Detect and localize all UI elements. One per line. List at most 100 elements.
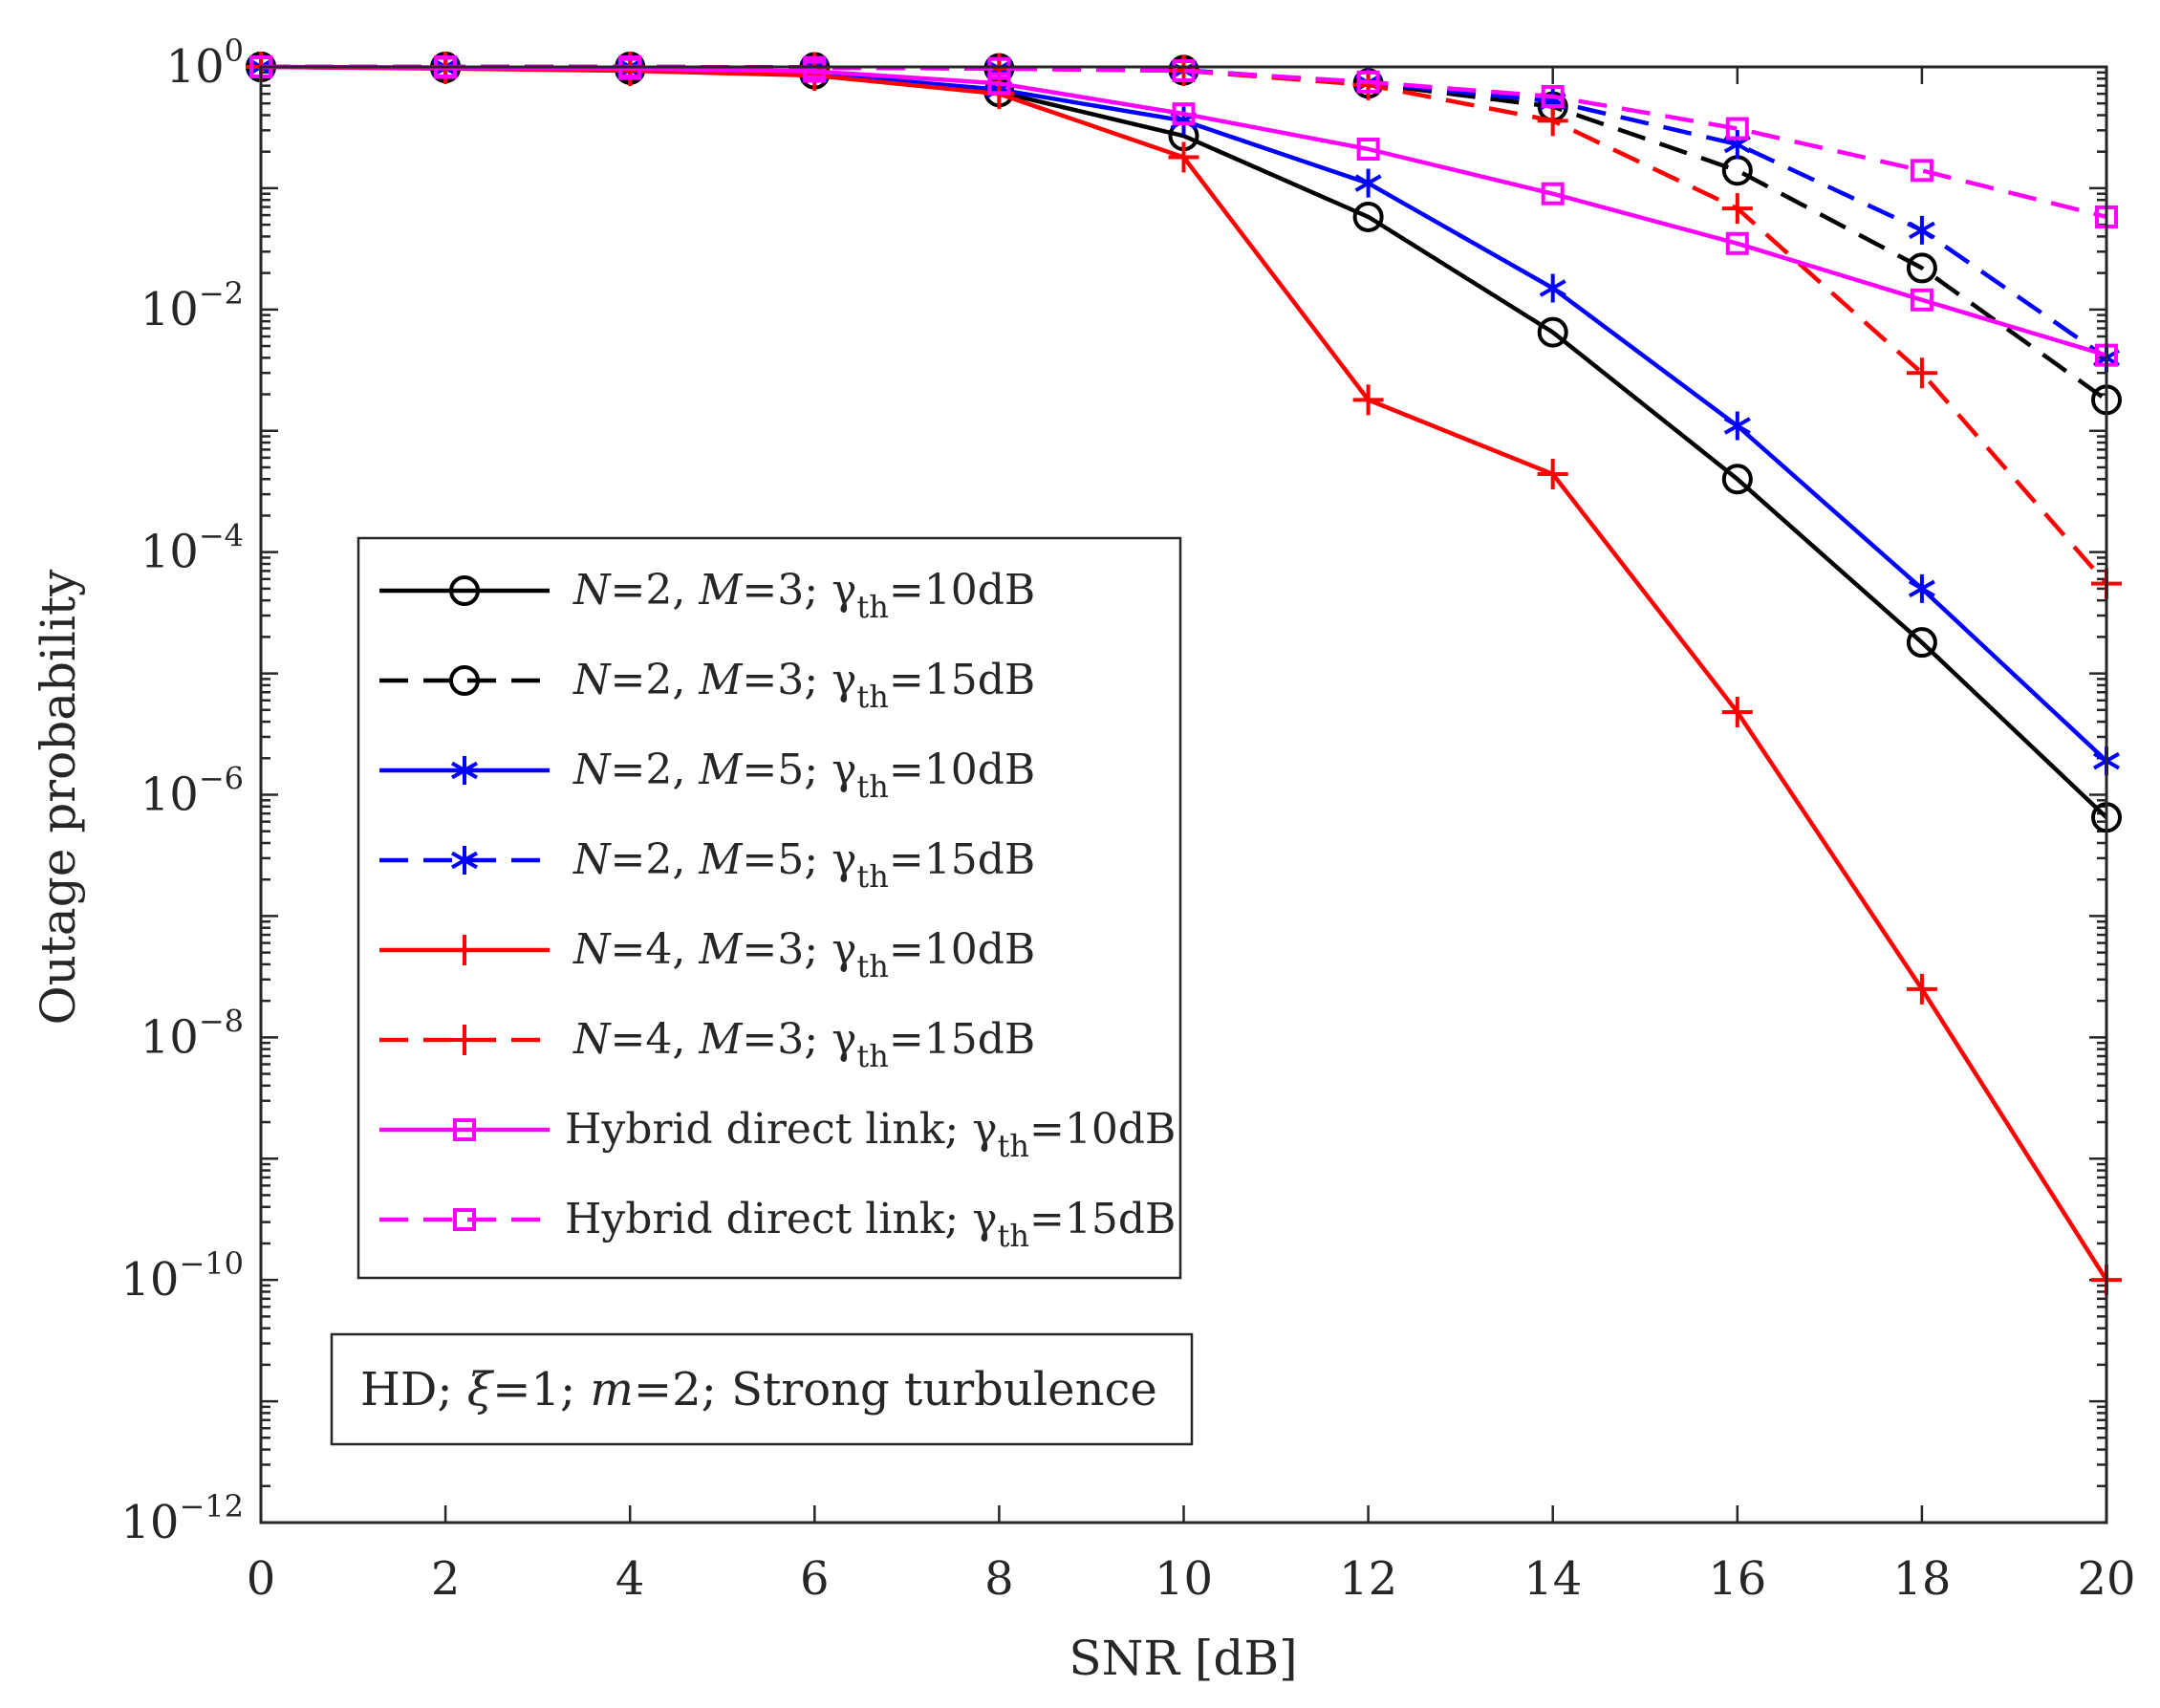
legend-label-gamma: γ [832,746,856,794]
data-point-n4m3-10 [1721,697,1753,728]
data-point-hyb-10 [1172,102,1196,126]
legend-label-eq1: =4, [611,925,700,974]
data-point-hyb-15 [1172,59,1196,83]
data-point-hyb-10 [1541,182,1565,205]
legend-label-M: M [698,746,743,794]
data-point-n2m3-10 [1537,316,1568,348]
legend-label-post: =10dB [1029,1105,1176,1154]
series-line-n2m5-15 [261,64,2108,360]
legend-label-eq1: =2, [611,746,700,794]
y-axis-title: Outage probability [31,569,86,1025]
y-tick-label: 10−12 [120,1488,244,1549]
legend-label-sub: th [856,768,888,805]
legend-label: Hybrid direct link; γth=15dB [565,1195,1176,1254]
data-point-n4m3-15 [1537,105,1568,137]
x-tick-label: 16 [1708,1552,1766,1606]
y-tick-base: 10 [120,1253,179,1307]
data-point-hyb-10 [1910,288,1933,312]
legend-label-sub: th [998,1128,1029,1164]
y-tick-exponent: −8 [199,1003,244,1039]
legend-label-eq1: =4, [611,1015,700,1064]
annotation-post: =2; Strong turbulence [634,1363,1157,1416]
y-tick-exponent: −4 [199,518,244,554]
data-point-hyb-15 [1725,117,1749,141]
legend-label-sub: th [856,948,888,984]
x-tick-labels: 0 2 4 6 8 10 12 14 16 18 20 [247,1552,2136,1606]
legend-label: N=2, M=3; γth=15dB [572,656,1035,715]
legend-label-sub: th [998,1218,1029,1254]
legend-label-post: =10dB [889,925,1035,974]
legend-label-eq2: =3; [742,656,832,704]
y-tick-label: 100 [166,32,244,94]
data-point-n2m5-10 [1723,411,1751,441]
y-tick-label: 10−2 [140,275,244,336]
legend-label-M: M [698,566,743,615]
x-tick-label: 20 [2077,1552,2135,1606]
y-tick-label: 10−8 [140,1003,244,1064]
legend-label-gamma: γ [832,656,856,704]
data-point-n2m5-15 [1908,215,1935,245]
legend-label-eq1: =2, [611,656,700,704]
legend-label-eq2: =3; [742,1015,832,1064]
legend-label: N=2, M=5; γth=15dB [572,835,1035,895]
x-tick-label: 18 [1892,1552,1951,1606]
annotation-mid: =1; [492,1363,590,1416]
legend-marker [449,575,480,606]
x-tick-label: 8 [984,1552,1014,1606]
legend-label-gamma: γ [832,1015,856,1064]
legend-entry-n2m5-10: N=2, M=5; γth=10dB [379,746,1035,805]
legend-label-pre: Hybrid direct link; [565,1105,972,1154]
series-line-hyb-15 [261,64,2107,220]
data-point-hyb-15 [987,56,1011,80]
legend-marker [451,846,478,875]
y-tick-exponent: −12 [179,1488,244,1524]
data-point-n2m3-10 [1721,464,1753,495]
legend-entry-hyb-15: Hybrid direct link; γth=15dB [379,1195,1176,1254]
legend-label-sub: th [856,1038,888,1074]
legend-entry-n4m3-10: N=4, M=3; γth=10dB [379,925,1035,984]
legend-label-gamma: γ [972,1105,997,1154]
legend-label-sub: th [856,858,888,895]
y-tick-exponent: −6 [199,761,244,797]
data-point-n2m5-10 [1908,573,1935,603]
legend-label-post: =15dB [889,1015,1035,1064]
legend-label-N: N [572,746,612,794]
legend-entry-n2m5-15: N=2, M=5; γth=15dB [379,835,1035,895]
x-tick-label: 6 [800,1552,830,1606]
y-tick-exponent: 0 [225,32,244,69]
data-point-hyb-15 [1541,84,1565,108]
legend-entry-n2m3-15: N=2, M=3; γth=15dB [379,656,1035,715]
legend-marker [451,756,478,785]
legend-label-N: N [572,656,612,704]
x-tick-label: 0 [247,1552,276,1606]
legend-label-M: M [698,925,743,974]
annotation-m: m [590,1363,634,1416]
legend-marker [449,935,480,965]
legend-label-eq2: =3; [742,566,832,615]
legend-label-M: M [698,1015,743,1064]
data-point-n4m3-10 [1168,141,1199,173]
y-tick-base: 10 [140,283,199,336]
legend-label-sub: th [856,589,888,625]
x-tick-label: 4 [616,1552,645,1606]
legend-label-post: =15dB [1029,1195,1176,1243]
annotation-frame [330,1332,1194,1446]
legend-box [356,536,1182,1280]
legend-label-N: N [572,835,612,884]
x-tick-label: 12 [1339,1552,1397,1606]
legend-label: N=4, M=3; γth=15dB [572,1015,1035,1074]
data-point-n4m3-10 [1906,973,1937,1005]
data-point-n4m3-15 [1721,193,1753,225]
legend-label-eq1: =2, [611,566,700,615]
legend-marker [449,665,480,696]
legend-label: N=2, M=3; γth=10dB [572,566,1035,625]
plot-frame [259,65,2108,1524]
data-point-n2m3-15 [1906,252,1937,284]
x-axis-title: SNR [dB] [1069,1631,1297,1686]
legend-label-gamma: γ [832,835,856,884]
legend-label-pre: Hybrid direct link; [565,1195,972,1243]
annotation-box: HD; ξ=1; m=2; Strong turbulence [330,1332,1194,1446]
annotation-text: HD; ξ=1; m=2; Strong turbulence [360,1363,1157,1416]
